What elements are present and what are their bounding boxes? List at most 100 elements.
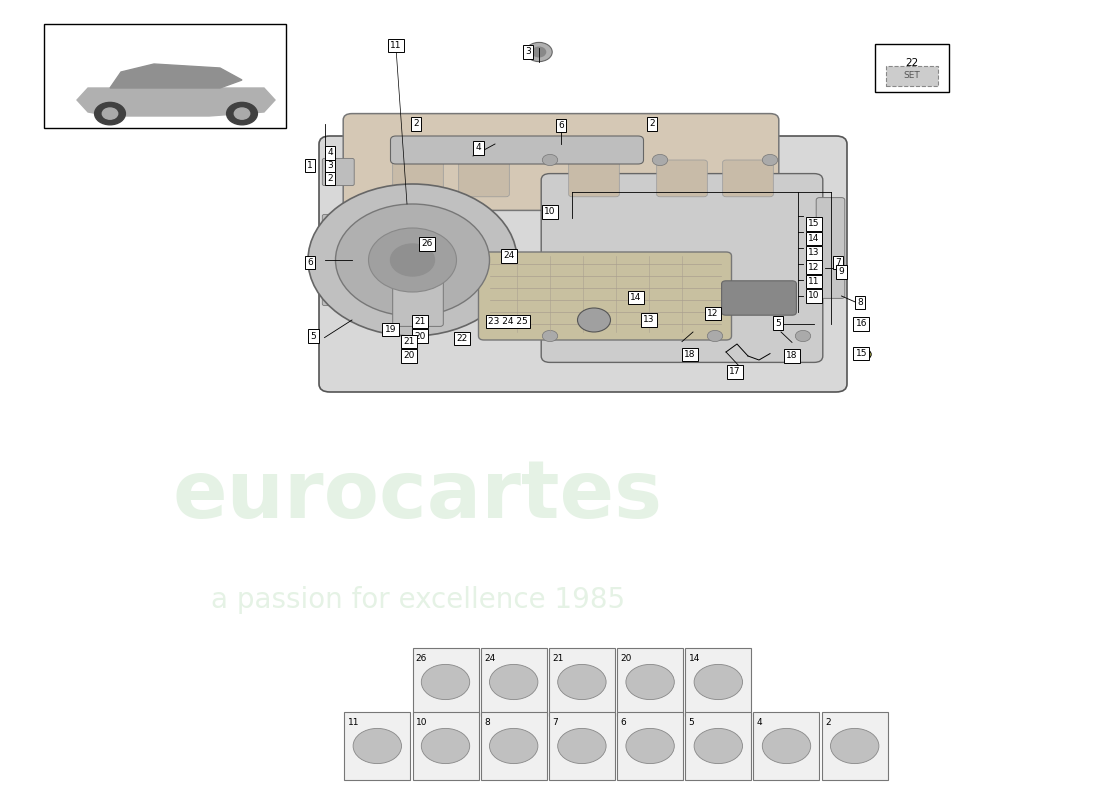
Circle shape [234,108,250,119]
Text: 26: 26 [421,239,432,249]
Text: 14: 14 [808,234,820,243]
Text: 15: 15 [856,349,867,358]
Text: 7: 7 [552,718,558,727]
Circle shape [95,102,125,125]
FancyBboxPatch shape [412,648,478,716]
FancyBboxPatch shape [322,158,354,186]
Circle shape [830,728,879,763]
Text: 16: 16 [856,319,867,329]
Circle shape [626,664,674,699]
Circle shape [353,728,402,763]
Circle shape [421,664,470,699]
Text: 5: 5 [310,331,317,341]
FancyBboxPatch shape [322,214,354,242]
Circle shape [694,664,743,699]
Text: 6: 6 [307,258,314,267]
Circle shape [368,228,456,292]
FancyBboxPatch shape [816,198,845,298]
FancyBboxPatch shape [657,160,707,197]
Polygon shape [110,64,242,88]
Text: 19: 19 [385,325,396,334]
Text: 21: 21 [404,337,415,346]
Text: 20: 20 [415,331,426,341]
Circle shape [856,349,871,360]
FancyBboxPatch shape [569,160,619,197]
Text: a passion for excellence 1985: a passion for excellence 1985 [211,586,625,614]
Text: 6: 6 [558,121,564,130]
Text: 12: 12 [707,309,718,318]
Text: 17: 17 [729,367,740,377]
Text: 20: 20 [620,654,631,663]
Text: 10: 10 [808,291,820,301]
FancyBboxPatch shape [822,712,888,780]
FancyBboxPatch shape [685,712,751,780]
Circle shape [652,154,668,166]
Text: 8: 8 [857,298,864,307]
Text: 3: 3 [327,161,333,170]
Circle shape [336,204,490,316]
Text: 2: 2 [412,119,419,129]
FancyBboxPatch shape [874,44,949,92]
FancyBboxPatch shape [44,24,286,128]
Circle shape [421,728,470,763]
Circle shape [102,108,118,119]
FancyBboxPatch shape [343,114,779,210]
FancyBboxPatch shape [393,274,443,326]
Text: 4: 4 [475,143,482,153]
Text: 2: 2 [825,718,830,727]
Circle shape [490,728,538,763]
Text: 13: 13 [808,248,820,258]
Text: 18: 18 [684,350,695,359]
Text: 11: 11 [808,277,820,286]
Text: 5: 5 [689,718,694,727]
Text: 26: 26 [416,654,427,663]
FancyBboxPatch shape [481,712,547,780]
Text: 10: 10 [544,207,556,217]
Circle shape [694,728,743,763]
Text: 24: 24 [484,654,495,663]
Text: 5: 5 [774,318,781,328]
Text: 8: 8 [484,718,490,727]
Text: 6: 6 [620,718,626,727]
FancyBboxPatch shape [617,648,683,716]
FancyBboxPatch shape [412,712,478,780]
Circle shape [390,244,435,276]
Circle shape [762,154,778,166]
Circle shape [542,330,558,342]
Text: 4: 4 [757,718,762,727]
Circle shape [558,664,606,699]
Text: 2: 2 [649,119,656,129]
Text: 21: 21 [552,654,563,663]
FancyBboxPatch shape [549,712,615,780]
FancyBboxPatch shape [685,648,751,716]
Circle shape [762,728,811,763]
Text: 18: 18 [786,351,798,361]
Text: 11: 11 [348,718,359,727]
Circle shape [707,330,723,342]
Text: 1: 1 [307,161,314,170]
Circle shape [532,47,546,57]
Text: SET: SET [903,71,921,81]
FancyBboxPatch shape [478,252,732,340]
FancyBboxPatch shape [459,160,509,197]
FancyBboxPatch shape [322,278,354,306]
FancyBboxPatch shape [722,281,796,315]
Text: 14: 14 [630,293,641,302]
Text: 12: 12 [808,262,820,272]
FancyBboxPatch shape [344,712,410,780]
Circle shape [227,102,257,125]
Circle shape [490,664,538,699]
Circle shape [626,728,674,763]
Circle shape [542,154,558,166]
FancyBboxPatch shape [319,136,847,392]
Text: eurocartes: eurocartes [173,457,663,535]
Text: 4: 4 [327,148,333,158]
Text: 7: 7 [835,258,842,267]
Text: 13: 13 [644,315,654,325]
Text: 24: 24 [504,251,515,261]
FancyBboxPatch shape [617,712,683,780]
Circle shape [558,728,606,763]
Text: 2: 2 [327,174,333,183]
FancyBboxPatch shape [393,160,443,197]
Text: 3: 3 [525,47,531,57]
